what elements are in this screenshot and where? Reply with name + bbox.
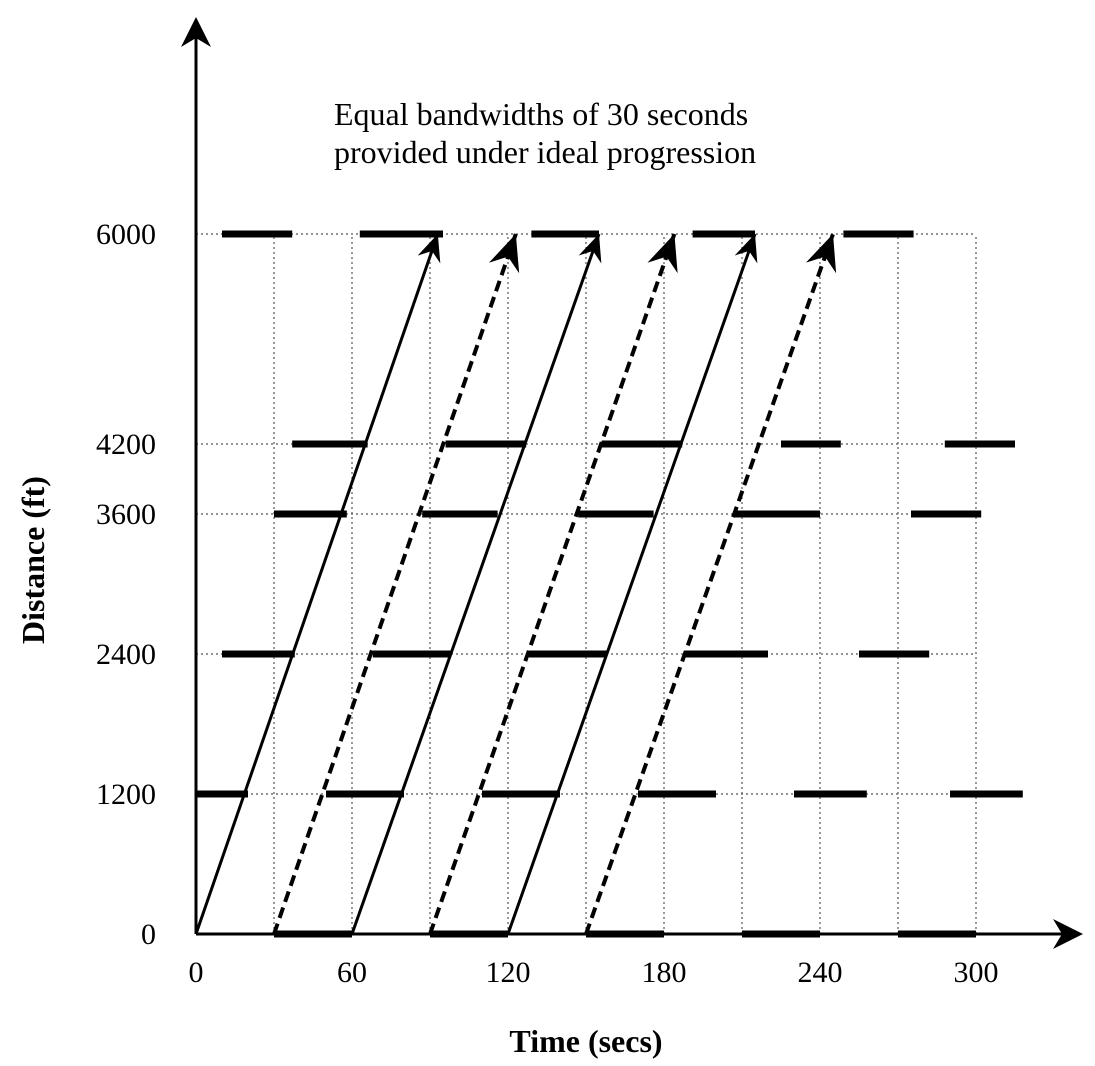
x-tick-label: 60 (337, 956, 367, 989)
y-tick-labels: 0 1200 2400 3600 4200 6000 (96, 218, 156, 951)
y-tick-label: 3600 (96, 498, 156, 531)
x-tick-labels: 0 60 120 180 240 300 (189, 956, 999, 989)
y-tick-label: 4200 (96, 428, 156, 461)
x-tick-label: 240 (798, 956, 843, 989)
x-tick-label: 0 (189, 956, 204, 989)
trajectory-solid (194, 233, 441, 935)
grid-lines (196, 233, 977, 934)
trajectory-dashed (428, 233, 678, 935)
x-tick-label: 120 (486, 956, 531, 989)
trajectory-dashed (272, 233, 520, 935)
trajectory-solid (506, 233, 758, 935)
y-tick-label: 1200 (96, 778, 156, 811)
trajectory-dashed (584, 233, 837, 935)
y-tick-label: 2400 (96, 638, 156, 671)
green-bands (196, 230, 1023, 938)
y-axis-title: Distance (ft) (15, 476, 51, 644)
x-tick-label: 300 (954, 956, 999, 989)
annotation-line-2: provided under ideal progression (334, 134, 756, 170)
annotation-line-1: Equal bandwidths of 30 seconds (334, 96, 748, 132)
vehicle-trajectories (194, 233, 837, 935)
trajectory-solid (350, 233, 602, 935)
y-tick-label: 0 (141, 918, 156, 951)
x-axis-title: Time (secs) (509, 1023, 662, 1059)
y-tick-label: 6000 (96, 218, 156, 251)
x-tick-label: 180 (642, 956, 687, 989)
